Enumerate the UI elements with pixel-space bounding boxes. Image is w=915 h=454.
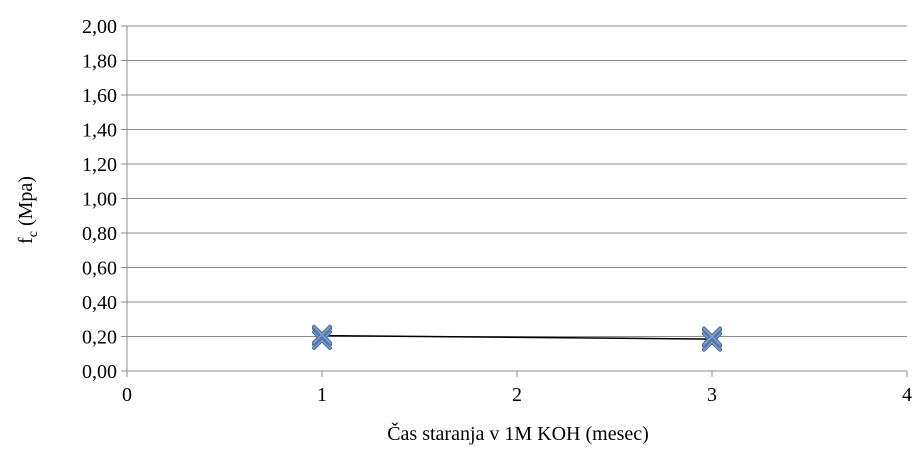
y-tick-labels: 0,00 0,20 0,40 0,60 0,80 1,00 1,20 1,40 1,60 1,80… — [82, 16, 117, 383]
y-tick-label: 1,00 — [82, 189, 117, 211]
data-point-marker — [702, 331, 722, 352]
y-tick-label: 0,20 — [82, 327, 117, 349]
x-tick-label: 2 — [512, 384, 522, 406]
data-point-marker — [312, 329, 332, 350]
x-tick-label: 0 — [122, 384, 132, 406]
y-tick-label: 0,40 — [82, 292, 117, 314]
data-point-marker — [312, 324, 332, 345]
x-tick-label: 3 — [707, 384, 717, 406]
y-tick-label: 1,20 — [82, 154, 117, 176]
y-tick-label: 1,40 — [82, 120, 117, 142]
y-tick-label: 1,80 — [82, 51, 117, 73]
plot-area — [312, 324, 722, 352]
y-axis-label-unit: (Mpa) — [15, 176, 37, 231]
y-axis-label-subscript: c — [26, 231, 41, 237]
y-tick-label: 1,60 — [82, 85, 117, 107]
y-tick-label: 0,00 — [82, 361, 117, 383]
y-axis-label: fc (Mpa) — [15, 176, 41, 244]
x-tick-label: 4 — [902, 384, 912, 406]
series-line — [321, 334, 713, 340]
y-tick-label: 0,80 — [82, 223, 117, 245]
x-axis-label: Čas staranja v 1M KOH (mesec) — [387, 421, 649, 445]
x-tick-labels: 0 1 2 3 4 — [122, 384, 912, 406]
y-tick-label: 0,60 — [82, 258, 117, 280]
y-axis-label-main: f — [15, 237, 37, 244]
axes — [121, 25, 908, 377]
gridlines — [127, 25, 907, 337]
data-point-marker — [702, 326, 722, 347]
x-tick-label: 1 — [317, 384, 327, 406]
y-tick-label: 2,00 — [82, 16, 117, 38]
